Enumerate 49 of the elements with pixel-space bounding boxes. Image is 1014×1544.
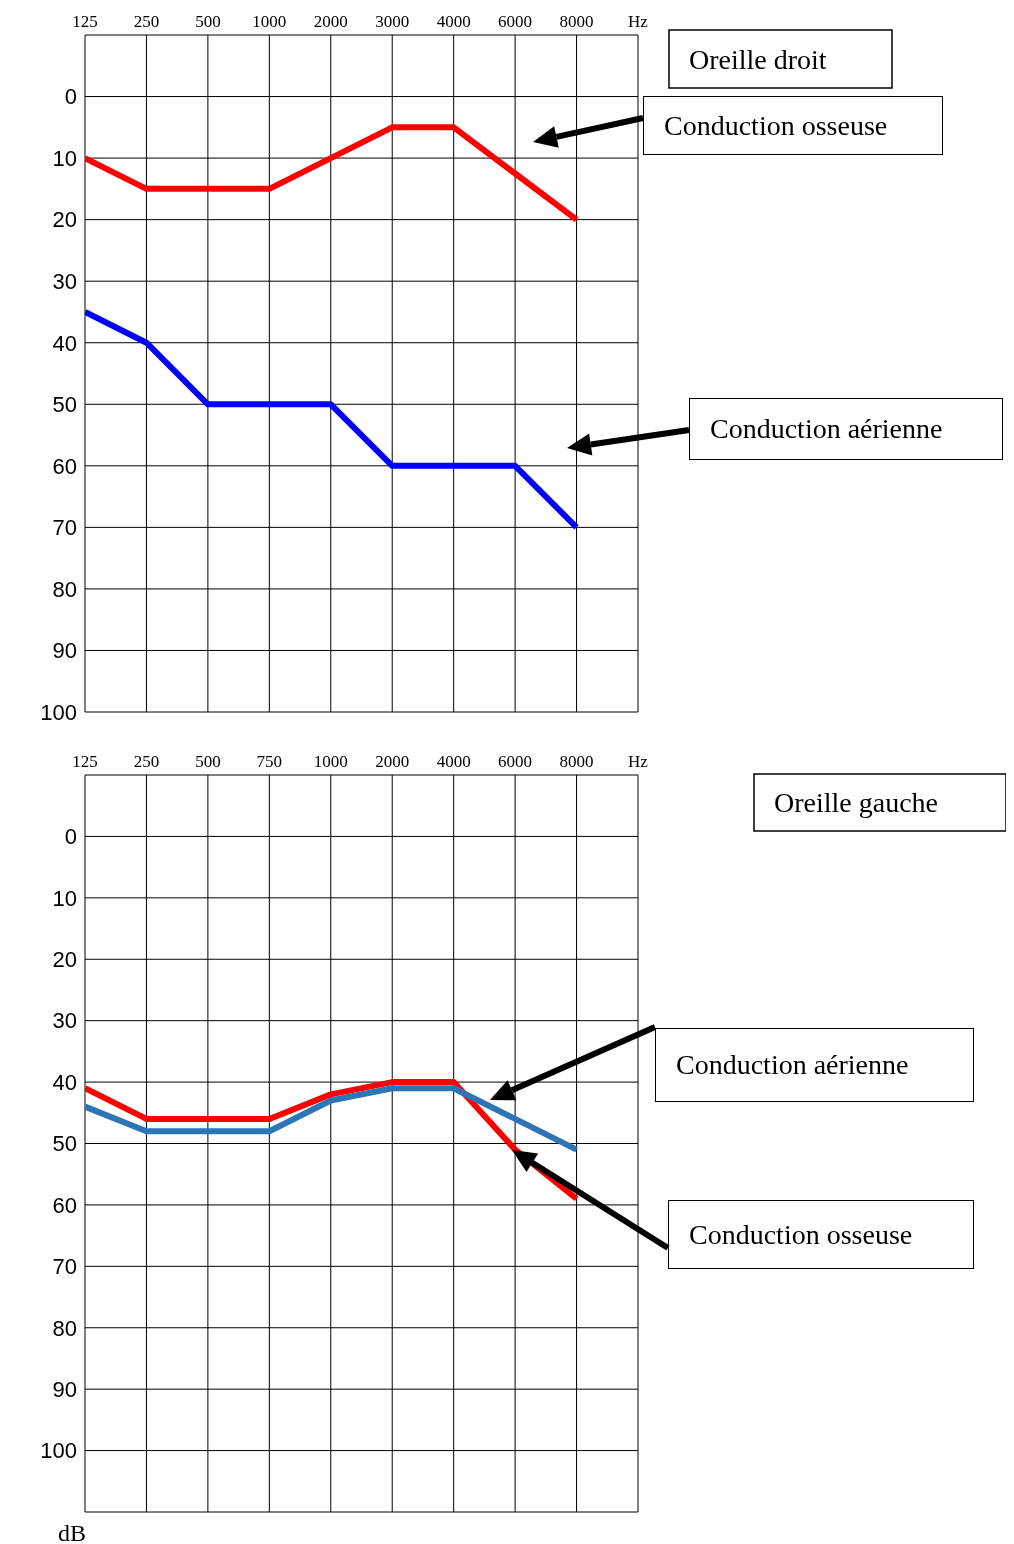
y-tick-label: 60: [52, 453, 77, 479]
y-tick-label: 70: [52, 1254, 77, 1280]
y-tick-label: 40: [52, 1069, 77, 1095]
y-tick-label: 80: [52, 1315, 77, 1341]
text: Conduction aérienne: [655, 1028, 974, 1102]
y-tick-label: 70: [52, 515, 77, 541]
x-tick-label: 500: [195, 12, 221, 31]
text: Oreille gauche: [774, 787, 939, 818]
y-tick-label: 50: [52, 392, 77, 418]
text: Conduction aérienne: [689, 398, 1003, 460]
y-tick-label: 0: [64, 84, 77, 110]
y-axis-title: dB: [58, 1520, 87, 1544]
x-tick-label: 500: [195, 752, 221, 771]
text: Oreille droit: [689, 43, 827, 75]
x-tick-label: 125: [72, 752, 98, 771]
y-tick-label: 100: [40, 1438, 77, 1464]
x-tick-label: 8000: [559, 12, 594, 31]
y-tick-label: 80: [52, 576, 77, 602]
y-tick-label: 10: [52, 885, 77, 911]
x-tick-label: 750: [256, 752, 283, 771]
text: Conduction osseuse: [643, 96, 943, 155]
x-tick-label: 3000: [375, 12, 410, 31]
x-tick-label: 4000: [436, 12, 471, 31]
y-tick-label: 90: [52, 1376, 77, 1402]
y-tick-label: 60: [52, 1192, 77, 1218]
x-tick-label: 1000: [252, 12, 287, 31]
y-tick-label: 90: [52, 638, 77, 664]
x-tick-label: 4000: [436, 752, 471, 771]
x-tick-label: 1000: [313, 752, 348, 771]
x-tick-label: 2000: [313, 12, 348, 31]
y-tick-label: 10: [52, 145, 77, 171]
x-tick-label: 2000: [375, 752, 410, 771]
x-axis-title: Hz: [628, 752, 649, 771]
y-tick-label: 0: [64, 824, 77, 850]
y-tick-label: 20: [52, 947, 77, 973]
y-tick-label: 30: [52, 268, 77, 294]
x-tick-label: 125: [72, 12, 98, 31]
y-tick-label: 30: [52, 1008, 77, 1034]
text: Conduction osseuse: [668, 1200, 974, 1269]
x-tick-label: 6000: [498, 12, 533, 31]
y-tick-label: 40: [52, 330, 77, 356]
y-tick-label: 100: [40, 699, 77, 725]
y-tick-label: 50: [52, 1131, 77, 1157]
x-tick-label: 8000: [559, 752, 594, 771]
x-tick-label: 250: [133, 752, 160, 771]
y-tick-label: 20: [52, 207, 77, 233]
x-axis-title: Hz: [628, 12, 649, 31]
x-tick-label: 6000: [498, 752, 533, 771]
x-tick-label: 250: [133, 12, 160, 31]
